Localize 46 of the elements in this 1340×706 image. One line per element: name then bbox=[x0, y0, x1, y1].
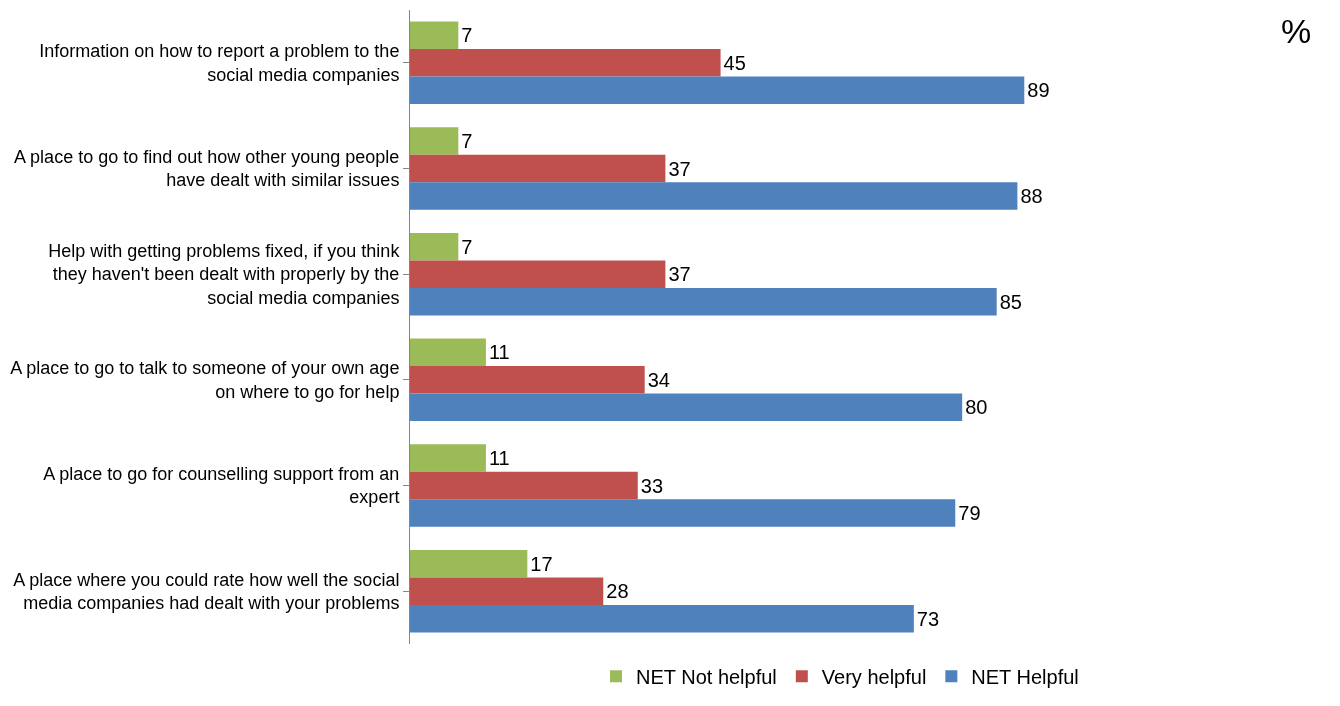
data-label: 11 bbox=[488, 341, 510, 364]
data-label: 89 bbox=[1027, 79, 1050, 102]
y-tick-label: Information on how to report a problem to the social media companies bbox=[39, 41, 400, 85]
legend-label: NET Not helpful bbox=[636, 665, 777, 688]
bar bbox=[410, 338, 486, 367]
bar bbox=[410, 127, 459, 155]
y-tick-label: A place to go for counselling support from an expert bbox=[43, 464, 400, 508]
data-label: 7 bbox=[461, 24, 473, 47]
bar bbox=[410, 76, 1025, 105]
y-tick-label: A place to go to find out how other young people have dealt with similar issues bbox=[14, 147, 400, 191]
text: % bbox=[1281, 12, 1312, 50]
bar bbox=[410, 182, 1018, 210]
y-tick-label: A place where you could rate how well the social media companies had dealt with your problems bbox=[13, 569, 400, 614]
data-label: 85 bbox=[999, 290, 1022, 313]
data-label: 33 bbox=[640, 474, 664, 497]
data-label: 28 bbox=[606, 580, 629, 603]
data-label: 37 bbox=[668, 263, 691, 286]
bar bbox=[410, 154, 666, 183]
data-label: 11 bbox=[488, 447, 510, 470]
legend-label: NET Helpful bbox=[971, 665, 1079, 688]
bar bbox=[410, 444, 486, 472]
bar bbox=[410, 393, 963, 422]
y-tick-label: Help with getting problems fixed, if you think they haven't been dealt with properly by the social media companies bbox=[48, 241, 401, 308]
bar bbox=[410, 232, 459, 261]
bar bbox=[410, 260, 666, 288]
data-label: 17 bbox=[530, 552, 553, 575]
data-label: 45 bbox=[723, 51, 746, 74]
bar bbox=[410, 499, 956, 527]
bar bbox=[410, 471, 638, 500]
data-label: 37 bbox=[668, 157, 691, 180]
legend-label: Very helpful bbox=[821, 665, 927, 688]
data-label: 73 bbox=[916, 607, 940, 630]
bar bbox=[410, 21, 459, 50]
data-label: 7 bbox=[461, 130, 473, 153]
data-label: 80 bbox=[965, 396, 988, 419]
bar bbox=[410, 549, 528, 578]
data-label: 7 bbox=[461, 235, 473, 258]
y-tick-label: A place to go to talk to someone of your own age on where to go for help bbox=[10, 358, 400, 402]
data-label: 79 bbox=[958, 501, 981, 524]
bar bbox=[410, 577, 604, 605]
data-label: 88 bbox=[1020, 184, 1043, 207]
bar bbox=[410, 287, 997, 316]
bar bbox=[410, 604, 914, 633]
bar bbox=[410, 366, 645, 394]
bar bbox=[410, 49, 721, 77]
data-label: 34 bbox=[647, 368, 670, 391]
